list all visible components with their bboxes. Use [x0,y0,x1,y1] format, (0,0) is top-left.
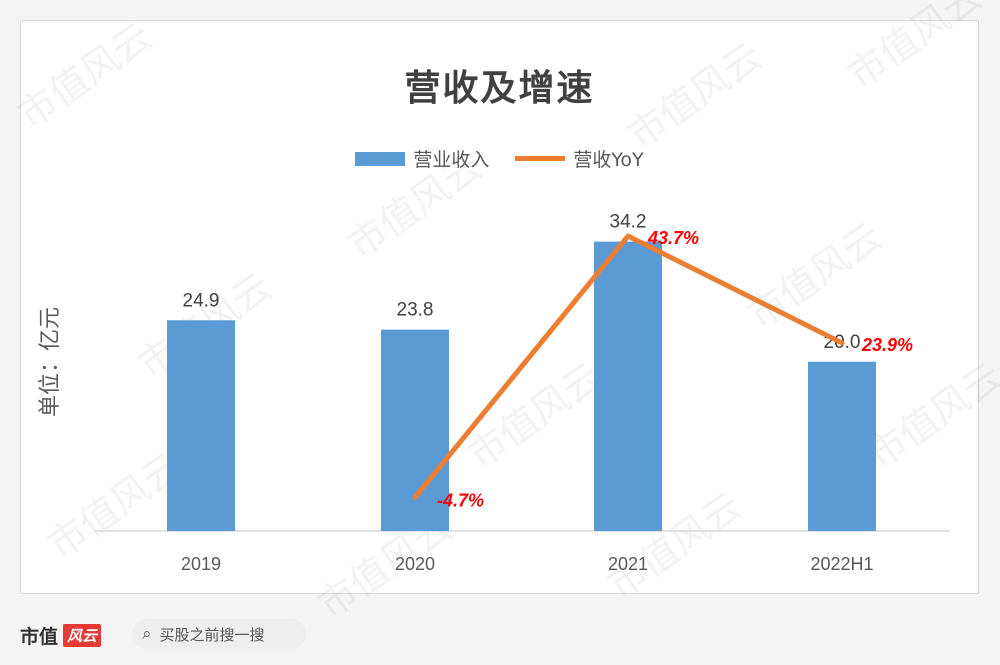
brand-name: 市值 [20,626,59,648]
brand-logo-mark: 风云 [63,624,102,647]
legend-item-revenue: 营业收入 [355,145,489,172]
yoy-data-label: 23.9% [861,335,913,355]
x-tick-label: 2020 [395,554,435,574]
legend-item-yoy: 营收YoY [515,145,644,172]
chart-legend: 营业收入 营收YoY [21,145,978,172]
chart-title: 营收及增速 [404,68,595,109]
legend-label-yoy: 营收YoY [573,149,644,171]
bar-data-label: 34.2 [610,212,647,233]
yoy-data-label: -4.7% [437,490,484,510]
watermark-text: 市值风云 [340,144,490,267]
bar-2021 [594,241,662,532]
bar-data-label: 24.9 [183,290,220,311]
bar-data-label: 23.8 [397,300,434,321]
yoy-line [412,233,845,500]
search-text: 买股之前搜一搜 [159,625,265,644]
legend-swatch-line [515,156,566,161]
watermark-text: 市值风云 [740,214,890,337]
search-button[interactable]: ⌕ 买股之前搜一搜 [132,619,306,649]
watermark-text: 市值风云 [840,0,990,97]
watermark-text: 市值风云 [860,354,1000,477]
x-tick-label: 2021 [608,554,648,574]
yoy-data-label: 43.7% [647,228,699,248]
x-tick-label: 2022H1 [810,554,873,574]
brand-logo[interactable]: 市值 风云 [20,622,102,649]
bar-2022H1 [808,361,876,531]
legend-swatch-bar [355,151,406,166]
watermark-text: 市值风云 [620,34,770,157]
watermark-text: 市值风云 [10,14,160,137]
search-icon: ⌕ [142,624,152,644]
x-tick-label: 2019 [181,554,221,574]
bar-2019 [167,320,235,531]
legend-label-revenue: 营业收入 [413,149,490,171]
